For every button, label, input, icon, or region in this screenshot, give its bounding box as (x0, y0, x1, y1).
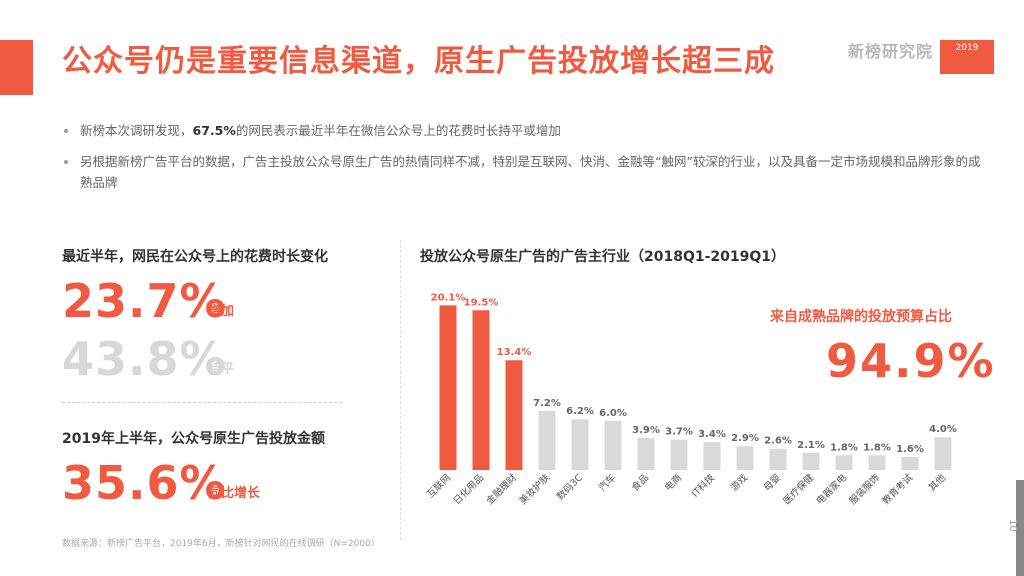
bar-16 (934, 437, 952, 470)
category-tick-label: 日化用品 (451, 472, 486, 507)
bullet-item: 新榜本次调研发现，67.5%的网民表示最近半年在微信公众号上的花费时长持平或增加 (62, 120, 982, 141)
bar-3 (505, 360, 523, 470)
bullet-text: 另根据新榜广告平台的数据，广告主投放公众号原生广告的热情同样不减，特别是互联网、… (80, 154, 981, 190)
category-tick-label: 服装服饰 (847, 472, 882, 507)
category-tick-label: 电商 (662, 472, 684, 494)
page-edge-tab (1016, 480, 1024, 576)
brand-logo: 新榜研究院 (848, 42, 934, 61)
bar-2 (472, 310, 490, 470)
bar-value-label: 20.1% (431, 292, 466, 303)
bar-5 (571, 419, 589, 470)
title-accent-bar (0, 40, 33, 95)
category-tick-label: 数码3C (554, 471, 585, 502)
bar-value-label: 1.6% (896, 444, 924, 455)
category-tick-label: 母婴 (762, 472, 783, 493)
category-tick-label: 其他 (926, 471, 948, 493)
bar-value-label: 2.1% (797, 440, 825, 451)
summary-bullets: 新榜本次调研发现，67.5%的网民表示最近半年在微信公众号上的花费时长持平或增加… (62, 120, 982, 203)
bar-value-label: 1.8% (863, 442, 891, 453)
page-title: 公众号仍是重要信息渠道，原生广告投放增长超三成 (62, 44, 775, 79)
bar-10 (736, 446, 754, 470)
bar-14 (868, 455, 886, 470)
section-divider (62, 402, 342, 403)
bar-value-label: 13.4% (497, 347, 532, 358)
bar-value-label: 4.0% (929, 424, 957, 435)
stat-flat-value: 43.8% (62, 332, 227, 386)
bar-6 (604, 420, 622, 470)
chart-title: 投放公众号原生广告的广告主行业（2018Q1-2019Q1） (420, 249, 786, 265)
bar-1 (439, 305, 457, 470)
category-tick-label: 电器家电 (814, 471, 850, 507)
stat-ad-growth-value: 35.6% (62, 456, 227, 510)
category-tick-label: 食品 (629, 472, 651, 494)
bar-value-label: 1.8% (830, 442, 858, 453)
bar-value-label: 3.7% (665, 427, 693, 438)
bar-8 (670, 439, 688, 470)
bar-value-label: 6.0% (599, 408, 627, 419)
report-badge-year: 2019 (955, 43, 979, 53)
bullet-item: 另根据新榜广告平台的数据，广告主投放公众号原生广告的热情同样不减，特别是互联网、… (62, 151, 982, 193)
stat-increase-value: 23.7% (62, 274, 227, 328)
bar-13 (835, 455, 853, 470)
bar-11 (769, 448, 787, 470)
bar-15 (901, 456, 919, 470)
bar-value-label: 3.4% (698, 429, 726, 440)
bar-value-label: 3.9% (632, 425, 660, 436)
category-tick-label: 医疗保健 (781, 471, 817, 507)
category-tick-label: 游戏 (728, 471, 750, 493)
stat-flat-label: 持平 (208, 362, 235, 377)
stat-ad-growth-label: 同比增长 (208, 486, 261, 501)
bullet-text-pre: 新榜本次调研发现， (80, 123, 193, 138)
industry-bar-chart: 20.1% 互联网 19.5% 日化用品 13.4% 金融理财 7.2% 美妆护肤 6.2% 数码… (425, 292, 957, 507)
report-badge: 2019 (940, 40, 994, 74)
stat-heading-time: 最近半年，网民在公众号上的花费时长变化 (62, 249, 328, 265)
budget-share-value: 94.9% (826, 334, 996, 388)
bar-value-label: 2.9% (731, 433, 759, 444)
bar-9 (703, 442, 721, 470)
category-tick-label: 互联网 (425, 472, 453, 500)
stat-heading-ad: 2019年上半年，公众号原生广告投放金额 (62, 431, 325, 447)
bar-value-label: 7.2% (533, 398, 561, 409)
category-tick-label: 美妆护肤 (517, 471, 553, 507)
bullet-highlight: 67.5% (192, 123, 236, 138)
category-tick-label: 金融理财 (484, 471, 520, 507)
page-number: 10 (1006, 519, 1018, 532)
data-source-note: 数据来源：新榜广告平台，2019年6月，新榜针对网民的在线调研（N=2000） (62, 539, 380, 549)
category-tick-label: 汽车 (596, 472, 618, 494)
bar-4 (538, 411, 556, 470)
bar-12 (802, 452, 820, 470)
bar-value-label: 6.2% (566, 406, 594, 417)
category-tick-label: IT科技 (689, 471, 717, 499)
column-divider (400, 240, 401, 540)
bar-value-label: 2.6% (764, 436, 792, 447)
category-tick-label: 教育考试 (880, 471, 916, 507)
bar-7 (637, 438, 655, 470)
stat-increase-label: 增加 (208, 304, 235, 319)
bar-value-label: 19.5% (464, 297, 499, 308)
bullet-text-post: 的网民表示最近半年在微信公众号上的花费时长持平或增加 (235, 123, 561, 138)
budget-share-label: 来自成熟品牌的投放预算占比 (770, 309, 952, 325)
